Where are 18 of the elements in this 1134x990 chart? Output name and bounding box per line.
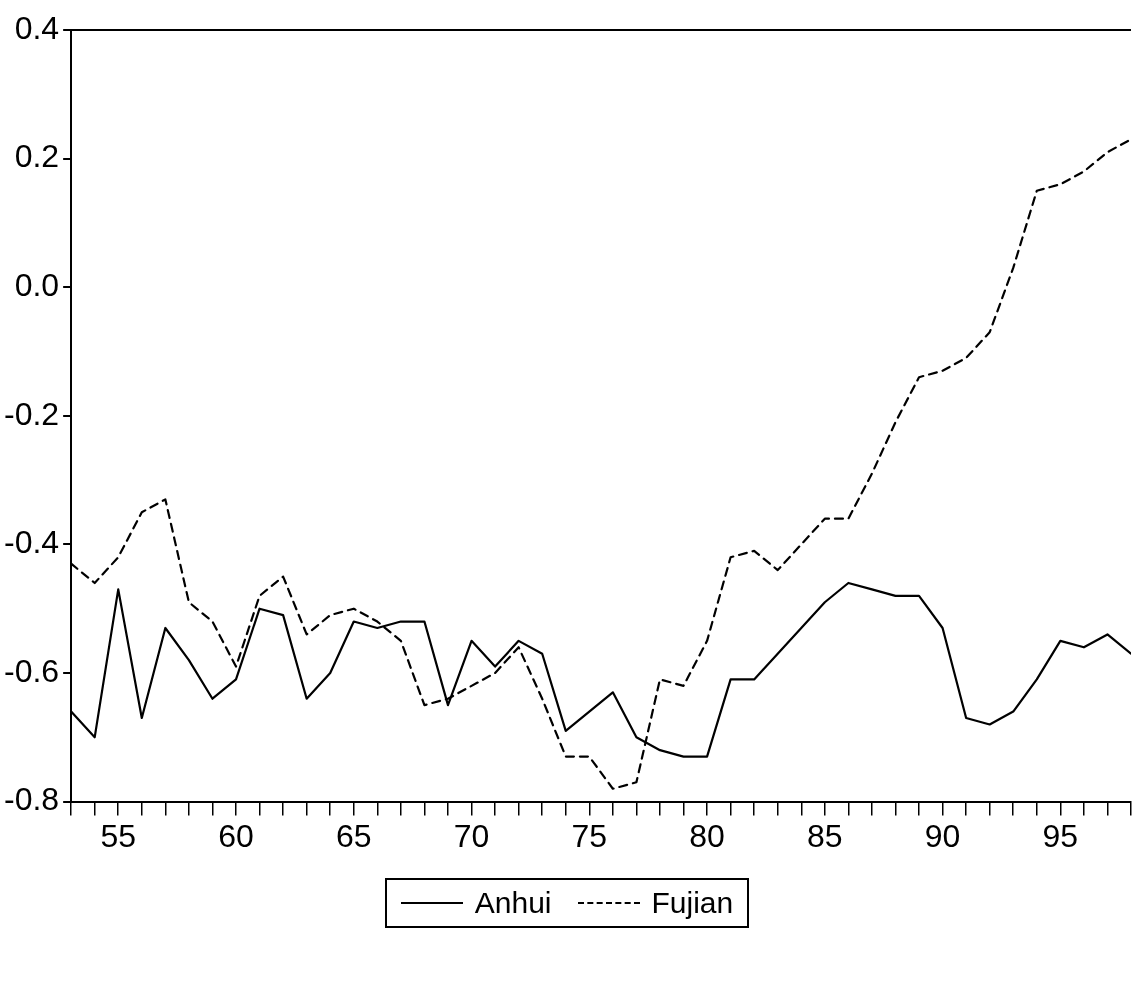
legend-label: Fujian (651, 886, 734, 920)
x-tick-label: 55 (100, 817, 137, 854)
y-tick-label: 0.0 (14, 267, 60, 304)
x-tick-label: 65 (335, 817, 372, 854)
x-tick-label: 90 (924, 817, 961, 854)
x-tick-label: 60 (218, 817, 254, 854)
x-tick-label: 75 (571, 817, 608, 854)
x-tick-label: 70 (453, 817, 490, 854)
y-tick-label: -0.6 (4, 652, 60, 689)
legend-label: Anhui (474, 886, 552, 920)
x-tick-label: 95 (1042, 817, 1079, 854)
y-tick-label: 0.2 (14, 138, 60, 175)
y-tick-label: 0.4 (14, 9, 60, 46)
x-tick-label: 85 (807, 817, 843, 854)
x-tick-label: 80 (689, 817, 725, 854)
y-tick-label: -0.8 (4, 781, 60, 818)
y-tick-label: -0.4 (4, 524, 60, 561)
y-tick-label: -0.2 (4, 395, 60, 432)
